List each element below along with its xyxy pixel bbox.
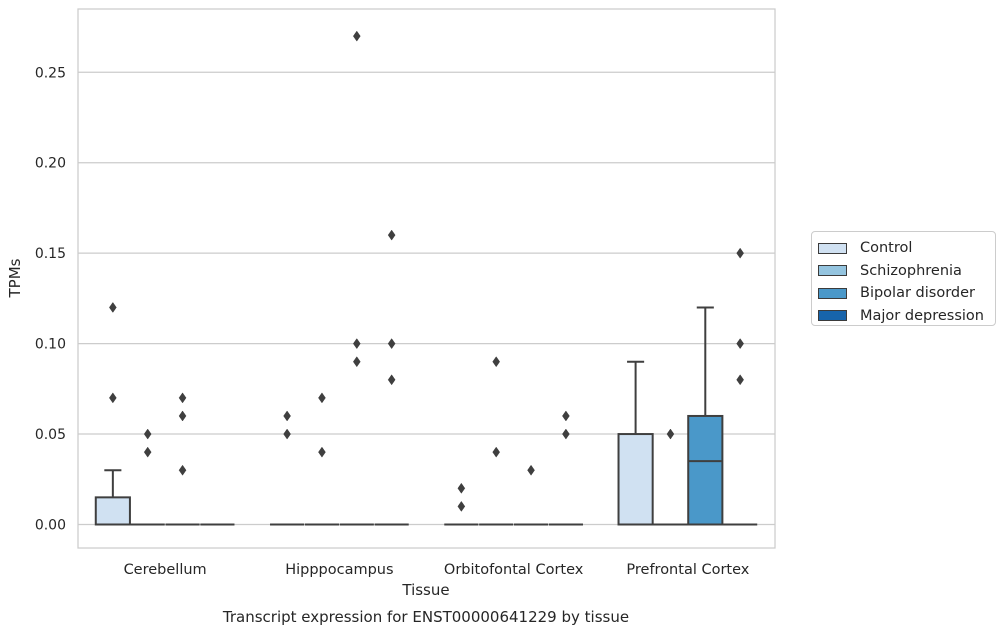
legend-swatch-bipolar-disorder: [818, 287, 847, 299]
x-axis-label: Tissue: [401, 581, 449, 599]
box-plot: [339, 30, 374, 526]
outlier-point: [352, 356, 361, 368]
legend-item-control: Control: [818, 237, 995, 260]
outlier-point: [666, 428, 675, 440]
y-tick-label: 0.05: [35, 427, 66, 443]
box-plot: [444, 482, 479, 526]
y-axis-ticks: 0.00 0.05 0.10 0.15 0.20 0.25: [35, 65, 66, 533]
box-plot: [304, 392, 340, 526]
legend-swatch-control: [818, 242, 847, 254]
x-tick-label: Cerebellum: [124, 562, 207, 578]
outlier-point: [457, 482, 466, 494]
chart-caption: Transcript expression for ENST0000064122…: [222, 608, 629, 626]
legend-label-schizophrenia: Schizophrenia: [860, 262, 962, 279]
outlier-point: [562, 410, 570, 422]
outlier-point: [352, 30, 361, 42]
legend: Control Schizophrenia Bipolar disorder M…: [811, 231, 996, 326]
outlier-point: [178, 464, 187, 476]
x-tick-label: Hipppocampus: [285, 562, 393, 578]
box-plot: [374, 229, 409, 526]
outlier-point: [283, 410, 291, 422]
box-plot: [653, 428, 688, 526]
outlier-point: [178, 392, 187, 404]
box-plot: [270, 410, 305, 526]
y-tick-label: 0.00: [35, 517, 66, 533]
box-plot: [723, 247, 758, 526]
y-tick-label: 0.25: [35, 65, 66, 81]
box-plot: [687, 306, 724, 526]
outlier-point: [527, 464, 535, 476]
box: [687, 414, 724, 526]
outlier-point: [109, 392, 117, 404]
x-axis-ticks: Cerebellum Hipppocampus Orbitofontal Corte…: [124, 562, 750, 578]
outlier-point: [352, 338, 361, 350]
box-plot: [617, 360, 654, 526]
legend-swatch-schizophrenia: [818, 265, 847, 277]
outlier-point: [318, 446, 326, 458]
outlier-point: [109, 302, 117, 313]
outlier-point: [283, 428, 291, 440]
outlier-point: [143, 428, 152, 440]
box-plot: [513, 464, 549, 526]
outlier-point: [562, 428, 570, 440]
outlier-point: [736, 374, 744, 386]
x-tick-label: Prefrontal Cortex: [626, 562, 749, 578]
box-plot: [130, 428, 165, 526]
y-axis-label: TPMs: [6, 258, 24, 298]
grid-lines: [78, 71, 775, 526]
outlier-point: [318, 392, 326, 404]
box-plot: [548, 410, 583, 526]
legend-label-bipolar-disorder: Bipolar disorder: [860, 285, 975, 302]
outlier-point: [178, 410, 187, 422]
outlier-point: [492, 356, 501, 368]
outlier-point: [387, 338, 396, 350]
box-plot: [165, 392, 200, 526]
box: [617, 433, 654, 526]
outlier-point: [457, 500, 466, 512]
legend-item-major-depression: Major depression: [818, 305, 995, 328]
legend-swatch-major-depression: [818, 310, 847, 322]
outlier-point: [387, 374, 396, 386]
legend-item-schizophrenia: Schizophrenia: [818, 260, 995, 283]
outlier-point: [736, 338, 744, 350]
legend-item-bipolar-disorder: Bipolar disorder: [818, 282, 995, 305]
legend-label-control: Control: [860, 240, 913, 257]
y-tick-label: 0.10: [35, 337, 66, 353]
box: [94, 496, 131, 526]
x-tick-label: Orbitofontal Cortex: [444, 562, 584, 578]
y-tick-label: 0.20: [35, 156, 66, 172]
outlier-point: [492, 446, 501, 458]
outlier-point: [143, 446, 152, 458]
y-tick-label: 0.15: [35, 246, 66, 262]
outlier-point: [387, 229, 396, 241]
plot-area-frame: [77, 8, 776, 549]
outlier-point: [736, 247, 744, 259]
box-plot: [479, 356, 514, 526]
box-plots: [94, 30, 758, 526]
legend-label-major-depression: Major depression: [860, 307, 984, 324]
box-plot: [94, 302, 131, 526]
